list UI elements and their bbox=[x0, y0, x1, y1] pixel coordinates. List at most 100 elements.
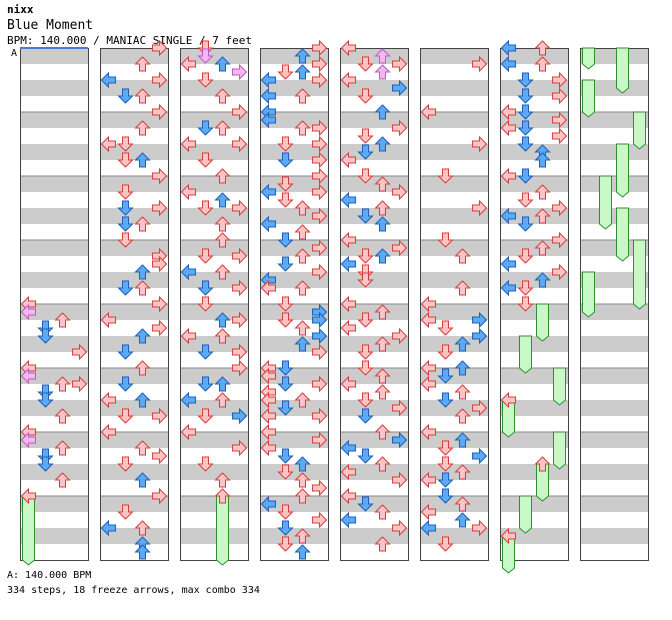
arrow-right-icon bbox=[152, 487, 168, 505]
arrow-up-icon bbox=[214, 472, 231, 488]
beat-stripe bbox=[420, 112, 488, 128]
arrow-right-icon bbox=[312, 407, 328, 425]
arrow-right-icon bbox=[152, 447, 168, 465]
arrow-right-icon bbox=[232, 247, 248, 265]
beat-stripe bbox=[20, 432, 88, 448]
arrow-down-icon bbox=[197, 152, 214, 168]
arrow-down-icon bbox=[357, 360, 374, 376]
beat-stripe bbox=[100, 80, 168, 96]
arrow-up-icon bbox=[134, 280, 151, 296]
beat-stripe bbox=[100, 144, 168, 160]
beat-stripe bbox=[340, 144, 408, 160]
arrow-right-icon bbox=[152, 167, 168, 185]
artist-name: nixx bbox=[7, 3, 34, 16]
arrow-up-icon bbox=[214, 392, 231, 408]
arrow-up-icon bbox=[374, 424, 391, 440]
beat-stripe bbox=[100, 112, 168, 128]
arrow-left-icon bbox=[420, 375, 436, 393]
arrow-left-icon bbox=[180, 135, 196, 153]
arrow-down-icon bbox=[437, 320, 454, 336]
arrow-up-icon bbox=[54, 376, 71, 392]
arrow-right-icon bbox=[312, 135, 328, 153]
chart-summary: 334 steps, 18 freeze arrows, max combo 3… bbox=[7, 585, 260, 596]
arrow-left-icon bbox=[180, 423, 196, 441]
arrow-right-icon bbox=[152, 39, 168, 57]
beat-stripe bbox=[180, 336, 248, 352]
arrow-left-icon bbox=[340, 375, 356, 393]
beat-stripe bbox=[180, 464, 248, 480]
arrow-down-icon bbox=[517, 248, 534, 264]
freeze-arrow bbox=[633, 111, 646, 150]
arrow-down-icon bbox=[277, 448, 294, 464]
beat-stripe bbox=[340, 528, 408, 544]
arrow-down-icon bbox=[437, 456, 454, 472]
arrow-up-icon bbox=[214, 376, 231, 392]
arrow-left-icon bbox=[260, 367, 276, 385]
beat-stripe bbox=[580, 112, 648, 128]
beat-stripe bbox=[340, 464, 408, 480]
chart-column bbox=[100, 48, 169, 561]
beat-stripe bbox=[180, 176, 248, 192]
arrow-right-icon bbox=[232, 407, 248, 425]
arrow-right-icon bbox=[392, 327, 408, 345]
beat-stripe bbox=[500, 240, 568, 256]
arrow-left-icon bbox=[340, 463, 356, 481]
arrow-right-icon bbox=[472, 311, 488, 329]
arrow-up-icon bbox=[54, 440, 71, 456]
beat-stripe bbox=[20, 272, 88, 288]
arrow-down-icon bbox=[117, 344, 134, 360]
beat-stripe bbox=[100, 528, 168, 544]
arrow-up-icon bbox=[534, 40, 551, 56]
arrow-right-icon bbox=[232, 135, 248, 153]
arrow-right-icon bbox=[312, 55, 328, 73]
beat-stripe bbox=[180, 304, 248, 320]
beat-stripe bbox=[500, 208, 568, 224]
beat-stripe bbox=[420, 240, 488, 256]
arrow-right-icon bbox=[312, 167, 328, 185]
beat-stripe bbox=[420, 432, 488, 448]
arrow-right-icon bbox=[232, 63, 248, 81]
arrow-down-icon bbox=[357, 248, 374, 264]
arrow-down-icon bbox=[437, 472, 454, 488]
arrow-left-icon bbox=[420, 519, 436, 537]
arrow-up-icon bbox=[214, 88, 231, 104]
arrow-down-icon bbox=[357, 344, 374, 360]
column-border bbox=[340, 48, 409, 561]
arrow-down-icon bbox=[117, 200, 134, 216]
arrow-up-icon bbox=[454, 384, 471, 400]
chart-meta: BPM: 140.000 / MANIAC SINGLE / 7 feet bbox=[7, 34, 253, 47]
beat-stripe bbox=[260, 400, 328, 416]
arrow-right-icon bbox=[232, 311, 248, 329]
beat-stripe bbox=[500, 112, 568, 128]
arrow-up-icon bbox=[214, 120, 231, 136]
arrow-left-icon bbox=[420, 103, 436, 121]
arrow-right-icon bbox=[392, 519, 408, 537]
arrow-left-icon bbox=[260, 391, 276, 409]
arrow-up-icon bbox=[454, 280, 471, 296]
arrow-up-icon bbox=[134, 328, 151, 344]
arrow-left-icon bbox=[100, 71, 116, 89]
beat-stripe bbox=[100, 240, 168, 256]
arrow-right-icon bbox=[232, 359, 248, 377]
beat-stripe bbox=[340, 80, 408, 96]
beat-stripe bbox=[500, 432, 568, 448]
arrow-left-icon bbox=[20, 367, 36, 385]
arrow-right-icon bbox=[472, 55, 488, 73]
column-border bbox=[420, 48, 489, 561]
arrow-left-icon bbox=[20, 431, 36, 449]
beat-stripe bbox=[580, 48, 648, 64]
arrow-up-icon bbox=[134, 216, 151, 232]
arrow-right-icon bbox=[552, 199, 568, 217]
freeze-arrow bbox=[633, 239, 646, 310]
arrow-right-icon bbox=[312, 151, 328, 169]
arrow-up-icon bbox=[214, 192, 231, 208]
arrow-up-icon bbox=[134, 152, 151, 168]
freeze-arrow bbox=[582, 271, 595, 318]
beat-stripe bbox=[260, 240, 328, 256]
arrow-right-icon bbox=[392, 119, 408, 137]
beat-stripe bbox=[100, 336, 168, 352]
arrow-left-icon bbox=[260, 87, 276, 105]
arrow-up-icon bbox=[374, 64, 391, 80]
arrow-down-icon bbox=[277, 360, 294, 376]
arrow-down-icon bbox=[437, 536, 454, 552]
